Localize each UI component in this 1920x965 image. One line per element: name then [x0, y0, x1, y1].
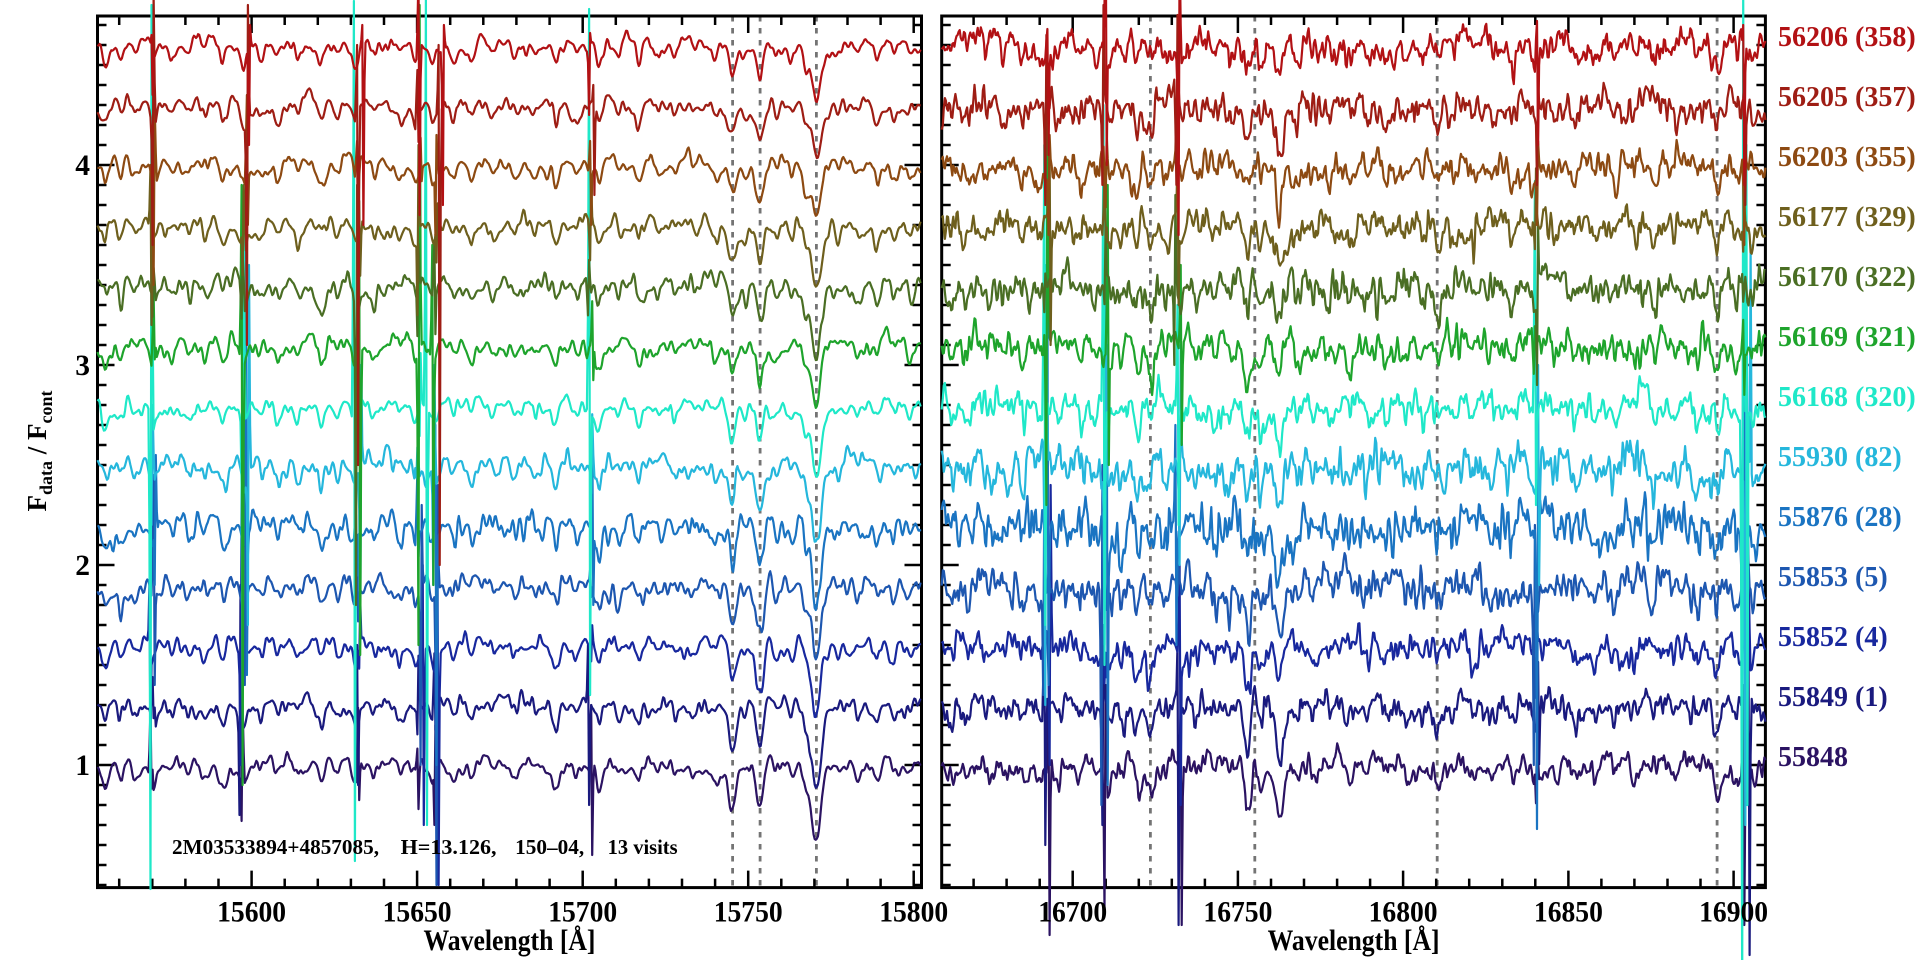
svg-text:15600: 15600: [217, 897, 286, 929]
svg-text:16750: 16750: [1203, 897, 1272, 929]
svg-text:15750: 15750: [714, 897, 783, 929]
svg-text:1: 1: [75, 750, 90, 782]
svg-text:2M03533894+4857085,: 2M03533894+4857085,: [172, 835, 379, 859]
svg-text:16850: 16850: [1534, 897, 1603, 929]
svg-text:56170 (322): 56170 (322): [1778, 262, 1916, 293]
svg-text:55930 (82): 55930 (82): [1778, 442, 1902, 473]
svg-text:4: 4: [75, 150, 90, 182]
svg-text:55848: 55848: [1778, 742, 1848, 773]
svg-text:15800: 15800: [879, 897, 948, 929]
svg-text:13 visits: 13 visits: [608, 835, 678, 859]
svg-text:3: 3: [75, 350, 90, 382]
svg-text:56168 (320): 56168 (320): [1778, 382, 1916, 413]
svg-text:H=13.126,: H=13.126,: [401, 835, 497, 859]
svg-text:Wavelength [Å]: Wavelength [Å]: [424, 924, 596, 957]
svg-text:15700: 15700: [548, 897, 617, 929]
svg-text:15650: 15650: [383, 897, 452, 929]
svg-text:55853 (5): 55853 (5): [1778, 562, 1888, 593]
svg-text:16800: 16800: [1369, 897, 1438, 929]
svg-text:Wavelength [Å]: Wavelength [Å]: [1268, 924, 1440, 957]
svg-text:2: 2: [75, 550, 90, 582]
svg-text:55876 (28): 55876 (28): [1778, 502, 1902, 533]
svg-text:56206 (358): 56206 (358): [1778, 22, 1916, 53]
svg-text:16900: 16900: [1699, 897, 1768, 929]
svg-text:56169 (321): 56169 (321): [1778, 322, 1916, 353]
svg-text:55849 (1): 55849 (1): [1778, 682, 1888, 713]
svg-text:16700: 16700: [1038, 897, 1107, 929]
svg-text:150‒04,: 150‒04,: [515, 835, 584, 859]
svg-text:55852 (4): 55852 (4): [1778, 622, 1888, 653]
svg-text:56177 (329): 56177 (329): [1778, 202, 1916, 233]
svg-text:56203 (355): 56203 (355): [1778, 142, 1916, 173]
svg-text:56205 (357): 56205 (357): [1778, 82, 1916, 113]
